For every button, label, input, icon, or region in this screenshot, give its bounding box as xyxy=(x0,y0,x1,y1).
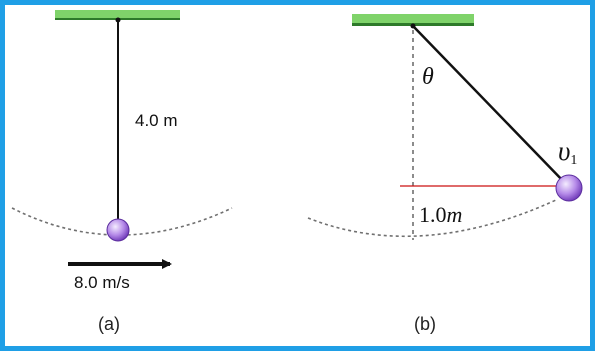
panel-a: 4.0 m 8.0 m/s (a) xyxy=(11,10,233,334)
velocity-symbol: υ xyxy=(558,136,570,166)
height-unit: m xyxy=(447,202,463,227)
height-label: 1.0m xyxy=(419,202,462,227)
bob-b xyxy=(555,174,583,202)
ceiling-b xyxy=(352,14,474,25)
panel-b: θ υ1 1.0m (b) xyxy=(307,14,583,334)
length-label: 4.0 m xyxy=(135,111,178,130)
caption-a: (a) xyxy=(98,314,120,334)
velocity-label: υ1 xyxy=(558,136,577,168)
velocity-subscript: 1 xyxy=(570,153,577,168)
height-value: 1.0 xyxy=(419,202,447,227)
angle-symbol: θ xyxy=(422,64,434,90)
caption-b: (b) xyxy=(414,314,436,334)
swing-arc-b xyxy=(307,199,557,238)
ceiling-a xyxy=(55,10,180,20)
speed-label: 8.0 m/s xyxy=(74,273,130,292)
bob-a xyxy=(106,218,130,242)
string-b xyxy=(412,25,567,185)
